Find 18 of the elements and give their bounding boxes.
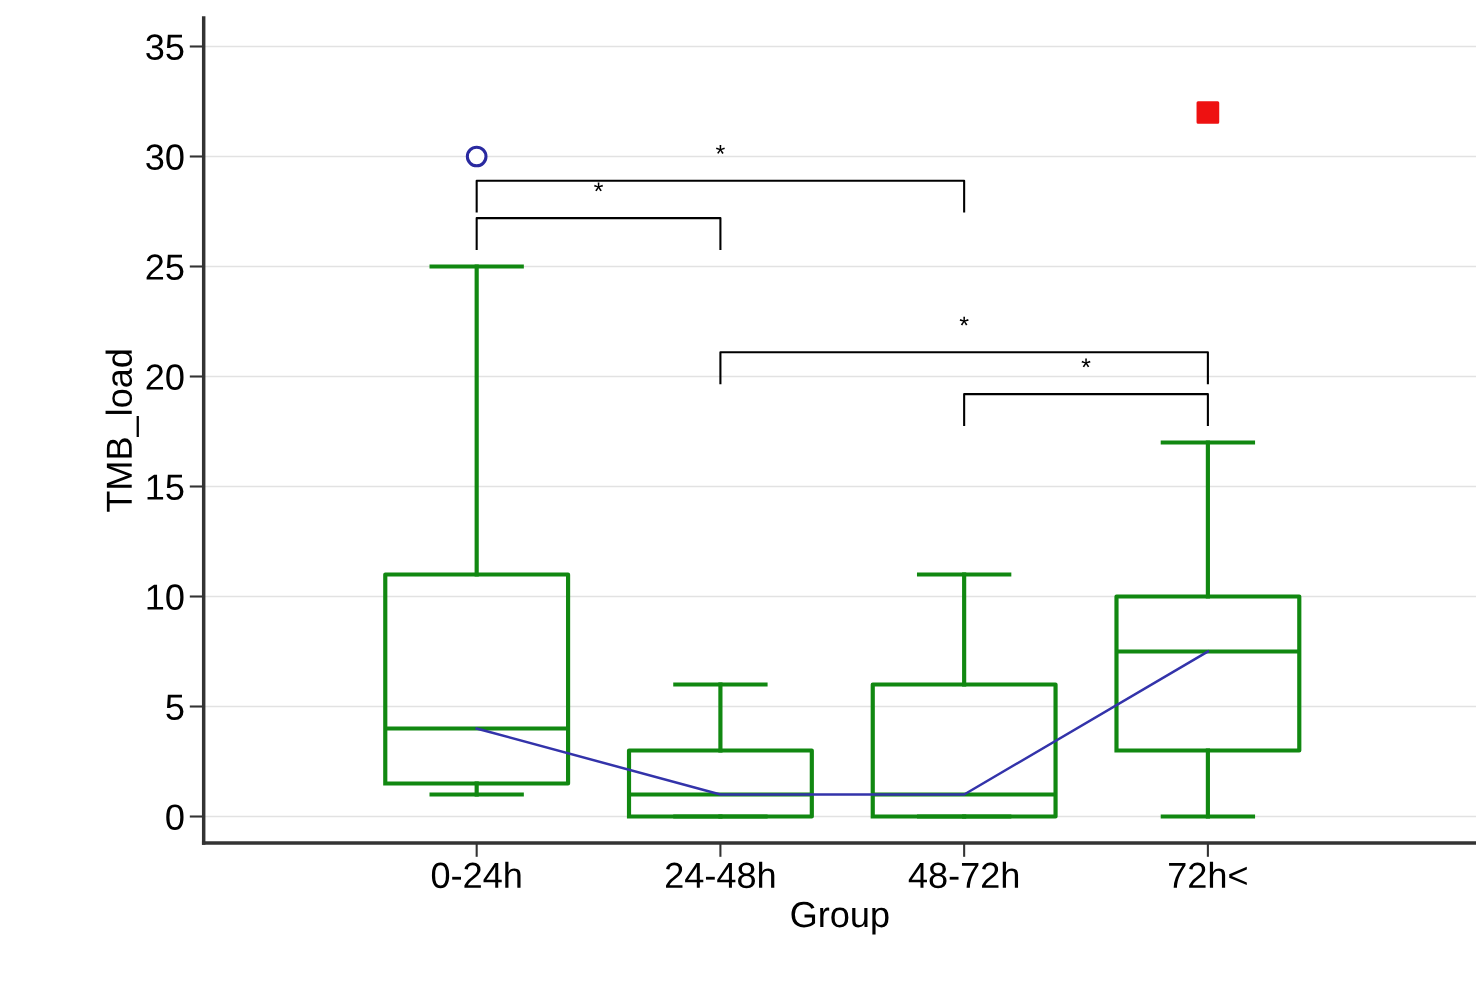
y-tick-label: 0 bbox=[166, 804, 184, 830]
y-tick-label: 30 bbox=[146, 144, 184, 170]
y-tick-label: 15 bbox=[147, 474, 184, 500]
x-tick-label: 24-48h bbox=[666, 861, 775, 889]
x-tick-label: 72h< bbox=[1169, 861, 1247, 888]
annotation: * bbox=[715, 145, 725, 154]
y-tick-label: 35 bbox=[146, 34, 184, 60]
y-tick-label: 20 bbox=[146, 364, 184, 390]
y-axis-title: TMB_load bbox=[105, 350, 139, 512]
y-tick-label: 10 bbox=[147, 584, 184, 610]
annotation: * bbox=[594, 182, 604, 192]
y-tick-label: 25 bbox=[146, 254, 184, 280]
x-tick-label: 48-72h bbox=[908, 861, 1019, 889]
annotation: * bbox=[959, 316, 969, 326]
x-axis-title: Group bbox=[791, 901, 889, 935]
annotation: * bbox=[1081, 358, 1091, 368]
y-tick-label: 5 bbox=[166, 694, 184, 720]
x-tick-label: 0-24h bbox=[431, 861, 521, 889]
